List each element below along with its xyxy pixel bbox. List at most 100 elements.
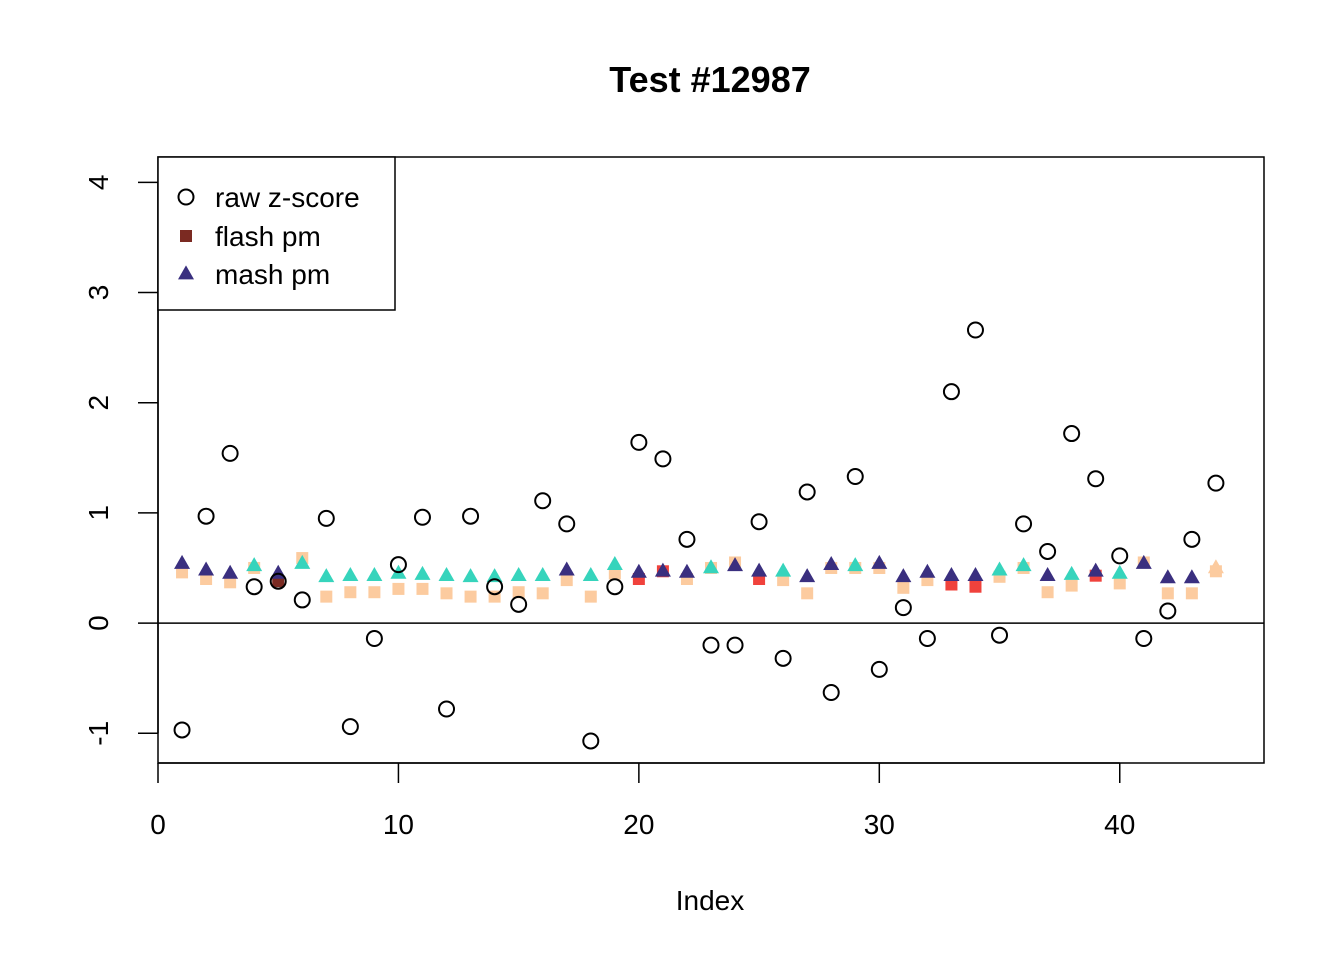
mash-pm-point xyxy=(895,568,912,583)
flash-pm-point xyxy=(1065,579,1078,592)
raw-z-score-point xyxy=(1063,425,1081,443)
y-tick-label: 4 xyxy=(83,175,114,191)
mash-pm-point xyxy=(1135,554,1152,569)
mash-pm-point xyxy=(342,567,359,582)
legend: raw z-score flash pm mash pm xyxy=(157,156,396,311)
y-tick-label: 2 xyxy=(83,395,114,411)
raw-z-score-point xyxy=(510,595,528,613)
flash-pm-point xyxy=(608,567,621,580)
raw-z-score-point xyxy=(726,636,744,654)
mash-pm-point xyxy=(967,567,984,582)
mash-pm-point xyxy=(799,568,816,583)
raw-z-score-point xyxy=(774,649,792,667)
flash-pm-point xyxy=(464,590,477,603)
flash-pm-point xyxy=(200,572,213,585)
flash-pm-point xyxy=(560,574,573,587)
mash-pm-point xyxy=(703,559,719,574)
y-axis: -1 0 1 2 3 4 xyxy=(83,175,159,746)
raw-z-score-point xyxy=(991,626,1009,644)
raw-z-score-point xyxy=(870,660,888,678)
flash-pm-point xyxy=(1185,587,1198,600)
mash-pm-point xyxy=(198,561,215,576)
flash-pm-point xyxy=(1113,577,1126,590)
flash-pm-point xyxy=(440,587,453,600)
legend-label: raw z-score xyxy=(215,182,360,213)
mash-pm-point xyxy=(510,567,527,582)
mash-pm-point xyxy=(630,563,647,578)
mash-pm-point xyxy=(462,568,479,583)
raw-z-score-point xyxy=(918,629,936,647)
mash-pm-point xyxy=(1207,559,1224,574)
raw-z-score-point xyxy=(317,509,335,527)
mash-pm-point xyxy=(1159,569,1176,584)
mash-pm-point xyxy=(1063,565,1080,580)
mash-pm-point xyxy=(558,561,575,576)
flash-pm-point xyxy=(897,581,910,594)
raw-z-score-point xyxy=(678,530,696,548)
raw-z-score-point xyxy=(269,572,287,590)
raw-z-score-point xyxy=(293,591,311,609)
raw-z-score-point xyxy=(245,578,263,596)
flash-pm-point xyxy=(368,586,381,599)
mash-pm-point xyxy=(919,563,936,578)
x-tick-label: 30 xyxy=(864,809,895,840)
y-tick-label: 0 xyxy=(83,615,114,631)
mash-pm-point xyxy=(222,564,239,579)
mash-pm-point xyxy=(751,562,768,577)
raw-z-score-point xyxy=(966,321,984,339)
mash-pm-point xyxy=(871,554,888,569)
raw-z-score-point xyxy=(798,483,816,501)
mash-pm-point xyxy=(534,567,551,582)
series-flash-pm xyxy=(176,552,1222,603)
y-tick-label: 1 xyxy=(83,505,114,521)
raw-z-score-point xyxy=(413,508,431,526)
raw-z-score-point xyxy=(1087,470,1105,488)
raw-z-score-point xyxy=(1159,602,1177,620)
raw-z-score-point xyxy=(894,599,912,617)
flash-pm-point xyxy=(801,587,814,600)
mash-pm-point xyxy=(1183,569,1200,584)
raw-z-score-point xyxy=(389,556,407,574)
mash-pm-point xyxy=(582,567,599,582)
raw-z-score-point xyxy=(1015,515,1033,533)
mash-pm-point xyxy=(1087,562,1104,577)
mash-pm-point xyxy=(823,555,840,570)
x-axis-label: Index xyxy=(676,885,745,916)
flash-pm-point xyxy=(344,586,357,599)
mash-pm-point xyxy=(847,557,864,572)
mash-pm-point xyxy=(775,562,792,577)
legend-triangle-icon xyxy=(178,265,194,280)
flash-pm-point xyxy=(945,578,958,591)
legend-circle-icon xyxy=(177,188,195,206)
mash-pm-point xyxy=(606,555,623,570)
y-tick-label: 3 xyxy=(83,285,114,301)
flash-pm-point xyxy=(416,582,429,595)
raw-z-score-point xyxy=(1207,474,1225,492)
raw-z-score-point xyxy=(942,383,960,401)
mash-pm-point xyxy=(414,565,431,580)
raw-z-score-point xyxy=(197,507,215,525)
raw-z-score-point xyxy=(582,732,600,750)
mash-pm-point xyxy=(366,567,383,582)
mash-pm-point xyxy=(294,554,311,569)
mash-pm-point xyxy=(991,561,1008,576)
series-raw-z-score xyxy=(173,321,1225,750)
raw-z-score-point xyxy=(534,492,552,510)
data-points xyxy=(173,321,1225,750)
raw-z-score-point xyxy=(702,636,720,654)
mash-pm-point xyxy=(1039,567,1056,582)
flash-pm-point xyxy=(584,590,597,603)
mash-pm-point xyxy=(1111,564,1128,579)
flash-pm-point xyxy=(536,587,549,600)
legend-square-icon xyxy=(180,230,192,242)
mash-pm-point xyxy=(943,567,960,582)
mash-pm-point xyxy=(174,554,191,569)
raw-z-score-point xyxy=(462,507,480,525)
flash-pm-point xyxy=(1041,586,1054,599)
raw-z-score-point xyxy=(606,578,624,596)
raw-z-score-point xyxy=(846,468,864,486)
y-tick-label: -1 xyxy=(83,721,114,746)
legend-label: mash pm xyxy=(215,259,330,290)
raw-z-score-point xyxy=(1039,542,1057,560)
legend-box xyxy=(157,156,396,311)
